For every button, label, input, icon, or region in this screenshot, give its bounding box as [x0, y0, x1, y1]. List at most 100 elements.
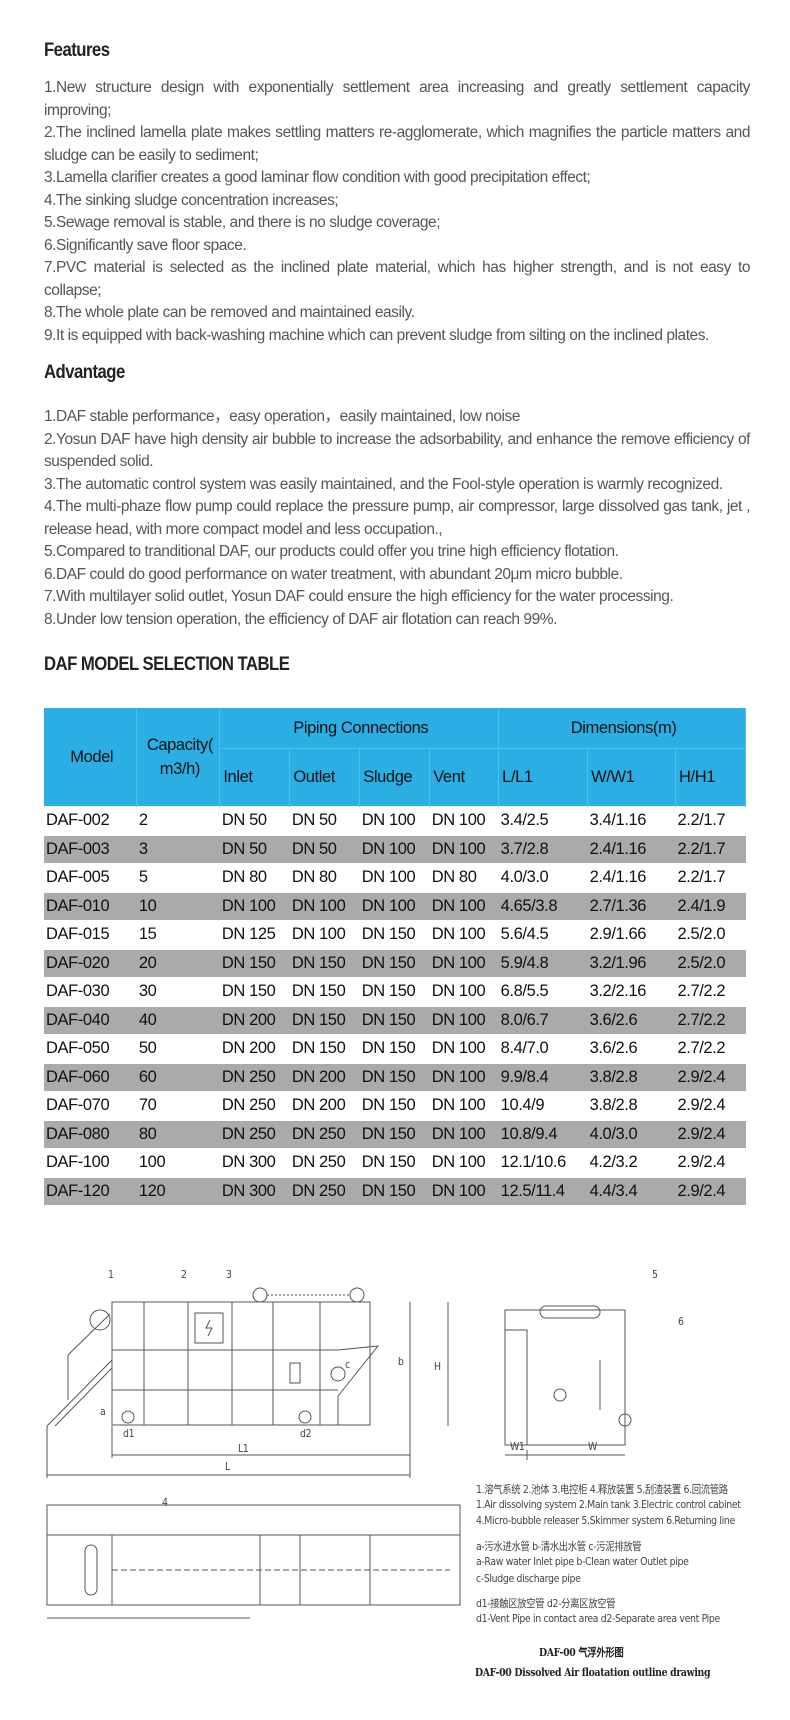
- table-cell: DN 150: [359, 1119, 430, 1149]
- subheader-l-l1: L/L1: [498, 748, 589, 807]
- table-cell: DN 100: [429, 1005, 499, 1035]
- table-cell: DN 100: [429, 948, 499, 978]
- table-cell: 3.4/1.16: [587, 806, 676, 835]
- table-row: DAF-002 2 DN 50 DN 50 DN 100 DN 100 3.4/2.5 3.4…: [44, 806, 746, 835]
- table-cell: 9.9/8.4: [498, 1062, 588, 1092]
- table-cell: DN 150: [359, 1148, 430, 1177]
- table-cell: DN 150: [359, 920, 430, 949]
- advantage-item: 6.DAF could do good performance on water…: [44, 565, 623, 583]
- table-cell: 50: [136, 1034, 220, 1063]
- table-cell: 4.65/3.8: [498, 891, 588, 921]
- table-cell: 60: [136, 1062, 220, 1092]
- table-cell: 4.0/3.0: [498, 863, 588, 892]
- advantage-item: 7.With multilayer solid outlet, Yosun DA…: [44, 588, 674, 605]
- label-4: 4: [162, 1496, 168, 1509]
- table-cell: DN 50: [219, 806, 290, 835]
- table-cell: 2.9/1.66: [587, 920, 676, 949]
- table-row: DAF-015 15 DN 125 DN 100 DN 150 DN 100 5.6/4.5…: [44, 920, 746, 949]
- table-cell: 30: [136, 977, 220, 1006]
- daf-outline-drawing: [46, 1287, 632, 1619]
- header-capacity: Capacity( m3/h): [136, 708, 221, 807]
- table-cell: DN 100: [429, 806, 499, 835]
- table-cell: 3.4/2.5: [498, 806, 588, 835]
- table-cell: 100: [136, 1148, 220, 1177]
- table-cell: 2.9/2.4: [675, 1119, 746, 1149]
- subheader-w-w1: W/W1: [587, 748, 676, 807]
- table-cell: DN 100: [359, 834, 430, 864]
- table-row: DAF-070 70 DN 250 DN 200 DN 150 DN 100 10.4/9 3…: [44, 1091, 746, 1120]
- table-cell: DN 250: [219, 1091, 290, 1120]
- advantage-list: 1.DAF stable performance，easy operation，…: [44, 406, 750, 631]
- features-heading: Features: [44, 40, 110, 61]
- table-cell: DN 250: [289, 1148, 360, 1177]
- legend-vents-cn: d1-接触区放空管 d2-分离区放空管: [476, 1597, 616, 1610]
- advantage-item: 4.The multi-phaze flow pump could replac…: [44, 498, 750, 538]
- subheader-h-h1: H/H1: [675, 748, 746, 807]
- table-row: DAF-030 30 DN 150 DN 150 DN 150 DN 100 6.8/5.5…: [44, 977, 746, 1006]
- table-cell: DN 150: [289, 1034, 360, 1063]
- feature-item: 5.Sewage removal is stable, and there is…: [44, 214, 441, 231]
- table-cell: DN 150: [359, 977, 430, 1006]
- table-row: DAF-060 60 DN 250 DN 200 DN 150 DN 100 9.9/8.4…: [44, 1062, 746, 1092]
- subheader-inlet: Inlet: [219, 748, 291, 807]
- table-cell: 8.4/7.0: [498, 1034, 588, 1063]
- table-cell: DN 100: [289, 891, 360, 921]
- table-cell: DN 200: [219, 1005, 290, 1035]
- header-model: Model: [44, 708, 138, 807]
- table-cell: DN 100: [289, 920, 360, 949]
- subheader-outlet: Outlet: [289, 748, 361, 807]
- table-cell: 12.5/11.4: [498, 1176, 588, 1205]
- table-cell: 2.9/2.4: [675, 1091, 746, 1120]
- table-cell: 6.8/5.5: [498, 977, 588, 1006]
- table-cell: DAF-070: [44, 1091, 137, 1120]
- label-l: L: [225, 1460, 230, 1473]
- table-cell: 2.9/2.4: [675, 1148, 746, 1177]
- table-cell: 2.7/2.2: [675, 1005, 746, 1035]
- table-cell: 3.6/2.6: [587, 1034, 676, 1063]
- table-cell: 4.2/3.2: [587, 1148, 676, 1177]
- table-cell: 2.7/2.2: [675, 1034, 746, 1063]
- table-cell: 3.8/2.8: [587, 1091, 676, 1120]
- table-cell: 2.9/2.4: [675, 1176, 746, 1205]
- table-cell: DN 150: [359, 1034, 430, 1063]
- table-cell: DN 250: [219, 1062, 290, 1092]
- table-cell: 2.2/1.7: [675, 834, 746, 864]
- table-cell: DN 150: [359, 1091, 430, 1120]
- table-cell: 2.5/2.0: [675, 948, 746, 978]
- table-cell: 40: [136, 1005, 220, 1035]
- table-cell: DN 150: [359, 1176, 430, 1205]
- table-cell: DN 200: [289, 1062, 360, 1092]
- advantage-heading: Advantage: [44, 362, 125, 383]
- table-cell: DAF-015: [44, 920, 137, 949]
- table-row: DAF-040 40 DN 200 DN 150 DN 150 DN 100 8.0/6.7…: [44, 1005, 746, 1035]
- table-cell: 10.4/9: [498, 1091, 588, 1120]
- table-cell: DN 125: [219, 920, 290, 949]
- legend-components-1: 1.Air dissolving system 2.Main tank 3.El…: [476, 1498, 741, 1511]
- table-cell: DAF-030: [44, 977, 137, 1006]
- table-cell: DN 50: [219, 834, 290, 864]
- table-cell: DN 50: [289, 806, 360, 835]
- table-cell: 3: [136, 834, 220, 864]
- label-h: H: [434, 1360, 441, 1373]
- label-w: W: [588, 1440, 597, 1453]
- feature-item: 1.New structure design with exponentiall…: [44, 79, 750, 119]
- table-row: DAF-003 3 DN 50 DN 50 DN 100 DN 100 3.7/2.8 2.4…: [44, 834, 746, 864]
- table-cell: 2.2/1.7: [675, 863, 746, 892]
- table-cell: 2: [136, 806, 220, 835]
- table-cell: 2.2/1.7: [675, 806, 746, 835]
- table-cell: DAF-120: [44, 1176, 137, 1205]
- table-cell: DN 100: [219, 891, 290, 921]
- table-cell: DN 150: [359, 1062, 430, 1092]
- table-cell: DAF-050: [44, 1034, 137, 1063]
- table-row: DAF-120 120 DN 300 DN 250 DN 150 DN 100 12.5/1…: [44, 1176, 746, 1205]
- legend-vents-1: d1-Vent Pipe in contact area d2-Separate…: [476, 1612, 720, 1625]
- advantage-item: 2.Yosun DAF have high density air bubble…: [44, 430, 750, 471]
- table-cell: DN 100: [359, 891, 430, 921]
- advantage-item: 3.The automatic control system was easil…: [44, 475, 723, 493]
- table-cell: 2.4/1.16: [587, 834, 676, 864]
- table-cell: DN 300: [219, 1148, 290, 1177]
- table-cell: DAF-100: [44, 1148, 137, 1177]
- table-cell: 5.6/4.5: [498, 920, 588, 949]
- header-dimensions: Dimensions(m): [498, 708, 746, 749]
- header-piping: Piping Connections: [219, 708, 500, 749]
